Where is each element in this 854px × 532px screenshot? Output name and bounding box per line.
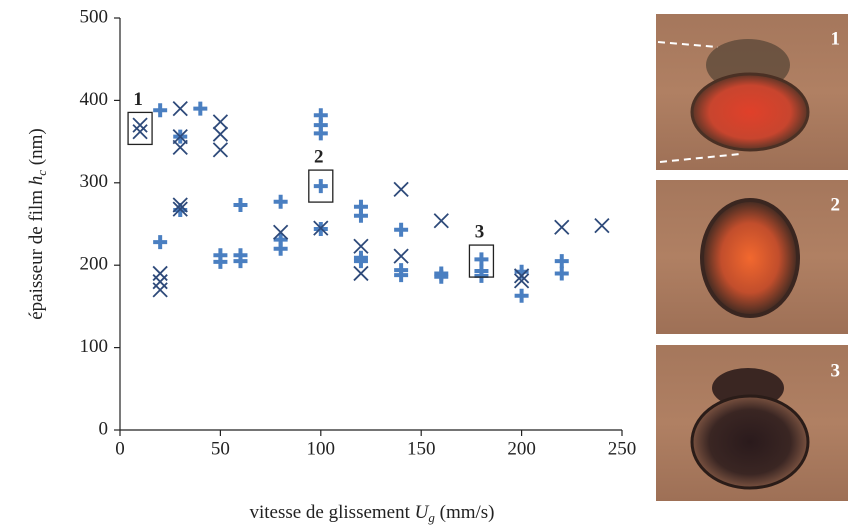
point xyxy=(393,248,409,264)
x-axis-label: vitesse de glissement Ug (mm/s) xyxy=(249,502,494,525)
point xyxy=(212,126,229,142)
y-tick-label: 200 xyxy=(80,254,109,275)
point xyxy=(153,103,168,118)
x-tick-label: 200 xyxy=(507,438,536,459)
point xyxy=(514,288,529,303)
x-tick-label: 50 xyxy=(211,438,230,459)
panel-label: 2 xyxy=(831,194,841,215)
point xyxy=(273,224,289,240)
x-tick-label: 0 xyxy=(115,438,125,459)
point xyxy=(313,126,328,141)
point xyxy=(394,268,409,283)
point xyxy=(172,129,188,145)
point xyxy=(193,101,208,116)
point xyxy=(513,273,530,289)
x-tick-label: 150 xyxy=(407,438,436,459)
annotation-box xyxy=(308,169,334,203)
y-tick-label: 300 xyxy=(80,171,109,192)
point xyxy=(213,254,228,269)
annotation-label: 2 xyxy=(314,146,324,167)
x-tick-label: 100 xyxy=(307,438,336,459)
point xyxy=(172,201,188,217)
point xyxy=(313,220,329,236)
point xyxy=(212,142,229,158)
photo-2 xyxy=(656,180,848,334)
point xyxy=(353,238,369,254)
point xyxy=(152,274,168,290)
y-tick-label: 0 xyxy=(99,418,109,439)
y-tick-label: 400 xyxy=(80,89,109,110)
y-axis-label: épaisseur de film hc (nm) xyxy=(26,128,49,320)
x-tick-label: 250 xyxy=(608,438,637,459)
point xyxy=(172,197,188,213)
annotation-box xyxy=(127,111,153,146)
point xyxy=(132,124,148,140)
point xyxy=(313,179,328,194)
point xyxy=(132,117,148,133)
point xyxy=(172,139,188,156)
point xyxy=(153,235,168,250)
panel-label: 1 xyxy=(831,28,841,49)
panel-label: 3 xyxy=(831,360,841,381)
point xyxy=(353,208,368,223)
point xyxy=(393,181,409,198)
photo-3 xyxy=(656,345,848,501)
point xyxy=(233,198,248,213)
point xyxy=(212,114,229,130)
point xyxy=(273,241,288,256)
y-tick-label: 500 xyxy=(80,6,109,27)
point xyxy=(513,268,530,284)
point xyxy=(152,282,168,298)
point xyxy=(434,269,449,284)
point xyxy=(172,101,188,117)
y-tick-label: 100 xyxy=(80,336,109,357)
annotation-label: 3 xyxy=(475,221,485,242)
point xyxy=(273,194,288,209)
point xyxy=(233,254,248,269)
point xyxy=(474,268,489,283)
point xyxy=(152,265,168,282)
annotation-label: 1 xyxy=(133,89,143,110)
point xyxy=(394,222,409,237)
point xyxy=(433,213,449,229)
point xyxy=(554,219,570,235)
point xyxy=(353,265,369,282)
annotation-box xyxy=(468,244,495,278)
point xyxy=(554,254,569,269)
point xyxy=(554,266,569,281)
point xyxy=(353,254,368,269)
photo-1 xyxy=(656,14,848,170)
point xyxy=(594,218,610,234)
